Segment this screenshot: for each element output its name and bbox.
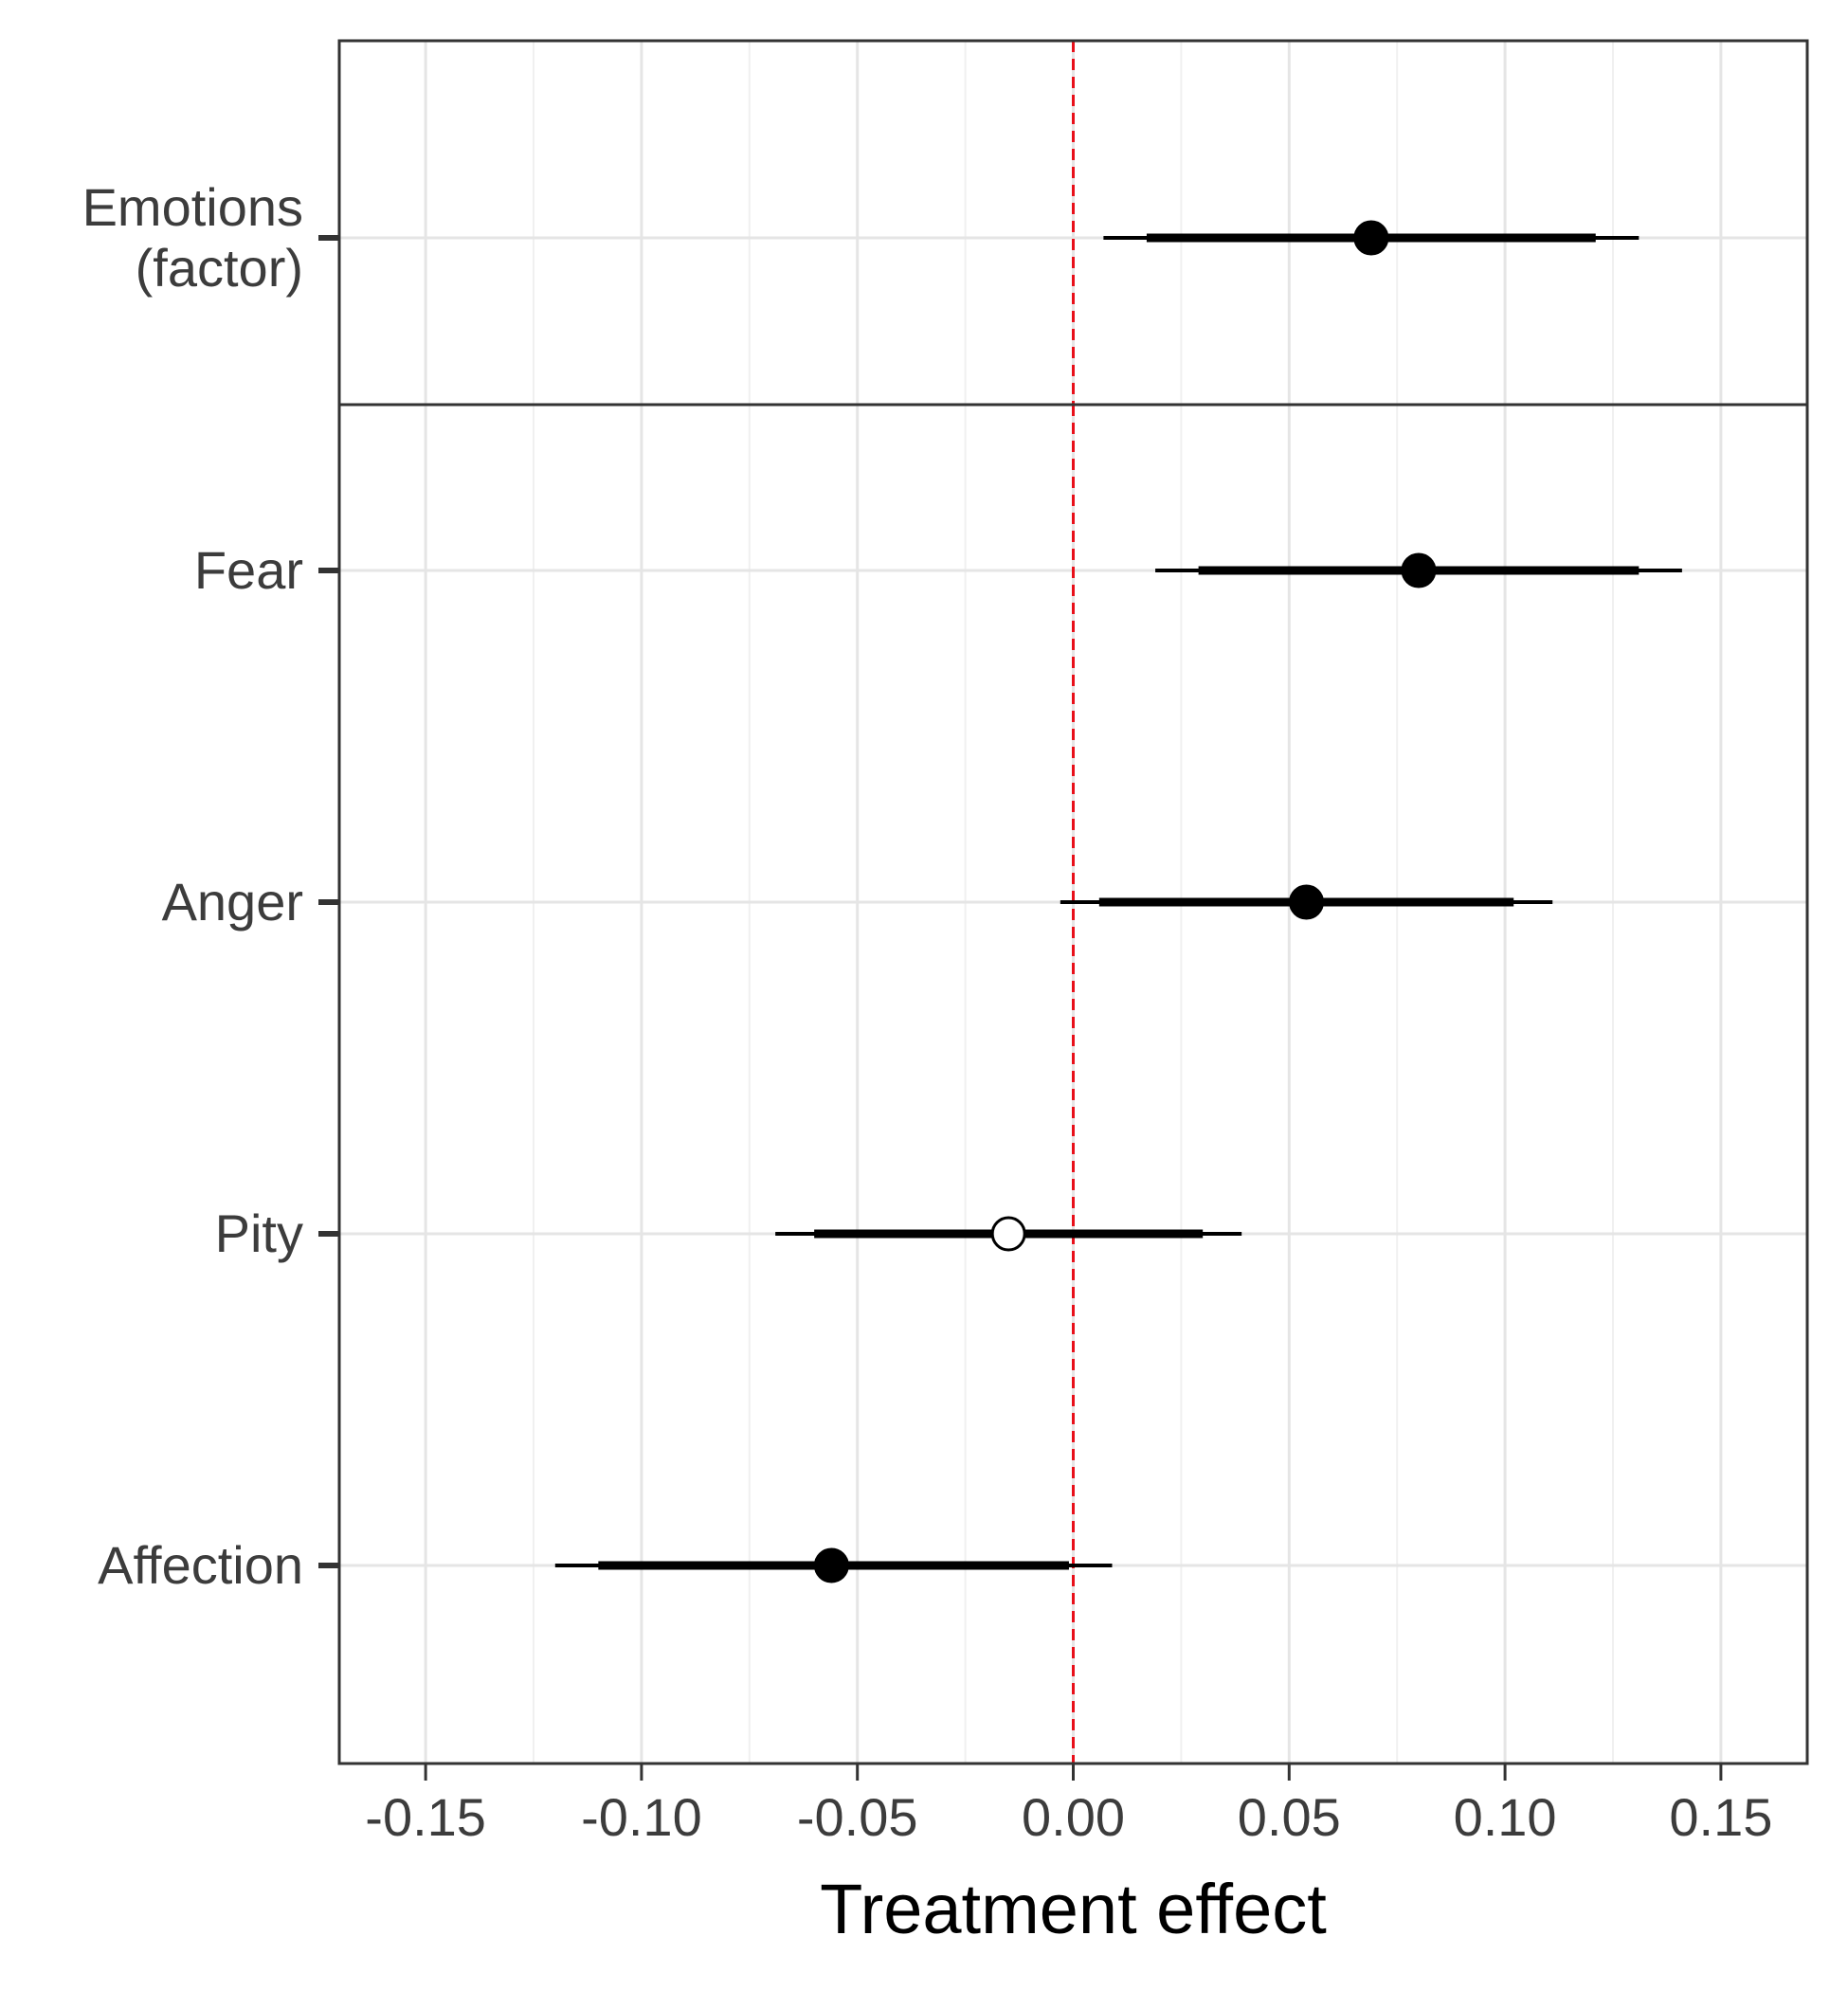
y-tick-label: Emotions: [82, 177, 303, 237]
axes-layer: Emotions(factor) Fear Anger Pity Affection -0…: [82, 177, 1773, 1847]
x-tick-label: 0.10: [1454, 1787, 1557, 1847]
x-tick-label: -0.10: [581, 1787, 702, 1847]
estimates-layer: [554, 220, 1682, 1583]
x-axis-title: Treatment effect: [820, 1870, 1327, 1948]
point-estimate: [990, 1216, 1026, 1252]
point-estimate: [1353, 220, 1389, 256]
point-estimate: [1289, 884, 1325, 920]
x-tick-label: 0.15: [1669, 1787, 1772, 1847]
estimate-row: [554, 1547, 1113, 1583]
y-tick-label: Pity: [215, 1203, 303, 1263]
estimate-row: [1155, 552, 1682, 588]
x-tick-label: 0.05: [1238, 1787, 1341, 1847]
y-tick-label: (factor): [136, 238, 303, 298]
x-tick-label: 0.00: [1022, 1787, 1125, 1847]
y-tick-label: Fear: [194, 540, 303, 600]
point-estimate: [813, 1547, 849, 1583]
point-estimate: [1401, 552, 1437, 588]
estimate-row: [1103, 220, 1640, 256]
y-tick-label: Affection: [98, 1535, 303, 1595]
x-tick-label: -0.05: [797, 1787, 918, 1847]
x-tick-label: -0.15: [365, 1787, 486, 1847]
estimate-row: [1060, 884, 1553, 920]
estimate-row: [775, 1216, 1242, 1252]
y-tick-label: Anger: [162, 872, 303, 932]
